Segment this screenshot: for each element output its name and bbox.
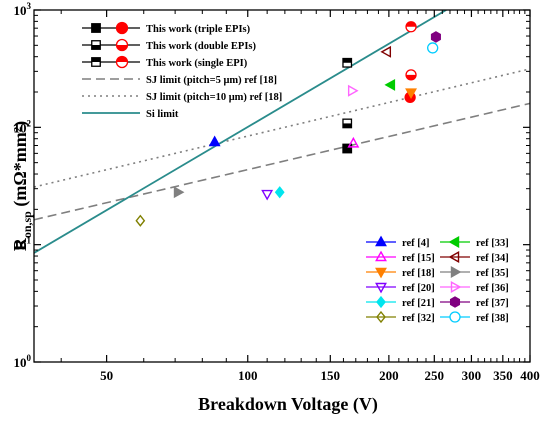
data-point-0-0: [342, 143, 353, 154]
y-tick-label: 103: [14, 1, 32, 18]
data-point-11-0: [135, 214, 146, 227]
x-tick-label: 250: [425, 368, 445, 383]
legend-label: ref [18]: [402, 268, 435, 279]
data-point-16-0: [430, 31, 441, 43]
data-point-6-0: [208, 135, 221, 147]
legend-label: ref [34]: [476, 253, 509, 264]
legend-label: Si limit: [146, 109, 179, 120]
legend-label: ref [20]: [402, 283, 435, 294]
legend-label: ref [21]: [402, 298, 435, 309]
legend-top-left: This work (triple EPIs) This work (double…: [82, 21, 282, 120]
x-axis-title: Breakdown Voltage (V): [198, 394, 378, 415]
legend-label: SJ limit (pitch=5 μm) ref [18]: [146, 75, 277, 86]
legend-marker: [376, 295, 386, 309]
data-point-15-0: [347, 84, 359, 97]
legend-marker: [375, 282, 387, 294]
limit-line-0: [34, 102, 530, 221]
y-tick-label: 101: [14, 236, 32, 253]
data-point-12-0: [384, 78, 396, 91]
data-point-2-0: [342, 57, 353, 68]
legend-bottom-right: ref [4] ref [33] ref [15] ref [34] ref [18] r…: [366, 235, 509, 324]
legend-label: ref [4]: [402, 238, 430, 249]
data-point-13-0: [380, 45, 392, 58]
data-point-10-0: [274, 186, 285, 199]
x-tick-label: 150: [321, 368, 341, 383]
legend-marker: [449, 296, 461, 308]
legend-label: SJ limit (pitch=10 μm) ref [18]: [146, 92, 282, 103]
legend-label: ref [37]: [476, 298, 509, 309]
legend-label: ref [35]: [476, 268, 509, 279]
legend-marker-square: [91, 23, 101, 33]
legend-marker: [375, 235, 387, 247]
legend-label: ref [15]: [402, 253, 435, 264]
legend-marker: [375, 267, 387, 279]
y-tick-label: 102: [14, 118, 32, 135]
data-point-14-0: [173, 186, 185, 199]
legend-marker-square: [91, 57, 101, 67]
y-tick-label: 100: [14, 353, 32, 370]
y-axis-title: Ron,sp (mΩ*mm²): [10, 121, 34, 251]
legend-marker: [449, 311, 461, 323]
legend-label: ref [38]: [476, 313, 509, 324]
data-point-5-0: [405, 21, 417, 33]
legend-marker-circle: [115, 55, 129, 69]
legend-marker: [448, 236, 460, 248]
limit-line-1: [34, 68, 530, 188]
legend-marker: [450, 266, 462, 278]
x-tick-label: 200: [379, 368, 399, 383]
data-point-7-0: [347, 136, 360, 148]
legend-marker: [448, 251, 460, 263]
plot-frame: [33, 9, 531, 363]
x-tick-label: 100: [238, 368, 258, 383]
x-tick-label: 50: [100, 368, 113, 383]
legend-label: This work (triple EPIs): [146, 24, 251, 35]
data-point-4-0: [405, 69, 417, 81]
legend-marker: [450, 281, 462, 293]
data-point-8-0: [405, 88, 417, 99]
x-tick-label: 300: [462, 368, 482, 383]
data-point-9-0: [261, 189, 274, 201]
legend-marker-circle: [115, 21, 129, 35]
legend-marker: [375, 250, 387, 262]
x-tick-label: 350: [493, 368, 513, 383]
legend-marker-circle: [115, 38, 129, 52]
legend-label: ref [33]: [476, 238, 509, 249]
data-point-1-0: [342, 118, 353, 129]
legend-marker-square: [91, 40, 101, 50]
data-point-17-0: [427, 42, 439, 54]
legend-marker: [376, 310, 386, 324]
limit-line-2: [34, 10, 447, 254]
x-tick-label: 400: [520, 368, 540, 383]
legend-label: This work (single EPI): [146, 58, 248, 69]
legend-label: ref [36]: [476, 283, 509, 294]
legend-label: This work (double EPIs): [146, 41, 256, 52]
legend-label: ref [32]: [402, 313, 435, 324]
